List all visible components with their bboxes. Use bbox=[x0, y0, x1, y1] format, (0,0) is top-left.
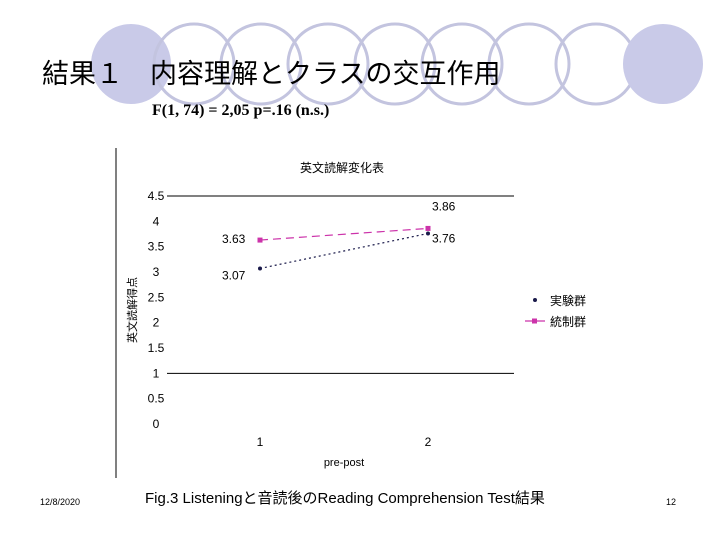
circle-outline bbox=[219, 22, 303, 106]
page-number: 12 bbox=[666, 497, 677, 507]
slide-title: 結果１ 内容理解とクラスの交互作用 bbox=[42, 59, 501, 90]
grid bbox=[167, 195, 514, 374]
y-tick-label: 1 bbox=[153, 366, 160, 380]
y-tick-label: 3.5 bbox=[148, 240, 165, 254]
circle-outline bbox=[286, 22, 370, 106]
x-tick-label: 2 bbox=[425, 435, 432, 449]
data-point bbox=[258, 266, 262, 271]
y-tick-label: 2.5 bbox=[148, 290, 165, 304]
chart-title: 英文読解変化表 bbox=[300, 160, 384, 175]
slide-date: 12/8/2020 bbox=[40, 497, 81, 507]
circle-filled bbox=[623, 24, 703, 104]
circle-outline bbox=[487, 22, 571, 106]
data-label: 3.86 bbox=[432, 199, 456, 213]
series-points bbox=[257, 225, 431, 271]
y-tick-labels: 0 0.5 1 1.5 2 2.5 3 3.5 4 4.5 bbox=[148, 189, 165, 431]
data-labels: 3.07 3.76 3.63 3.86 bbox=[222, 199, 456, 282]
y-tick-label: 4.5 bbox=[148, 189, 165, 203]
legend-label: 実験群 bbox=[550, 293, 586, 308]
series-line bbox=[259, 227, 429, 241]
data-point bbox=[426, 231, 430, 236]
legend-marker bbox=[532, 318, 537, 324]
legend-marker bbox=[533, 298, 537, 302]
figure-caption: Fig.3 Listeningと音読後のReading Comprehensio… bbox=[145, 490, 545, 507]
y-tick-label: 4 bbox=[153, 214, 160, 228]
statistics-result: F(1, 74) = 2,05 p=.16 (n.s.) bbox=[152, 102, 330, 119]
series-line bbox=[259, 232, 429, 270]
y-axis-label: 英文読解得点 bbox=[125, 277, 139, 343]
y-tick-label: 0 bbox=[153, 417, 160, 431]
data-label: 3.07 bbox=[222, 268, 246, 282]
x-tick-label: 1 bbox=[257, 435, 264, 449]
legend-label: 統制群 bbox=[550, 315, 586, 329]
data-point bbox=[425, 225, 431, 231]
circle-outline bbox=[152, 22, 236, 106]
data-point bbox=[257, 237, 263, 243]
x-axis-label: pre-post bbox=[324, 457, 364, 469]
circle-filled bbox=[91, 24, 171, 104]
series-lines bbox=[259, 227, 429, 270]
y-tick-label: 2 bbox=[153, 316, 160, 330]
y-tick-label: 1.5 bbox=[148, 341, 165, 355]
circle-outline bbox=[420, 22, 504, 106]
y-tick-label: 3 bbox=[153, 265, 160, 279]
data-label: 3.76 bbox=[432, 231, 456, 245]
circle-outline bbox=[353, 22, 437, 106]
data-label: 3.63 bbox=[222, 232, 246, 246]
y-tick-label: 0.5 bbox=[148, 392, 165, 406]
